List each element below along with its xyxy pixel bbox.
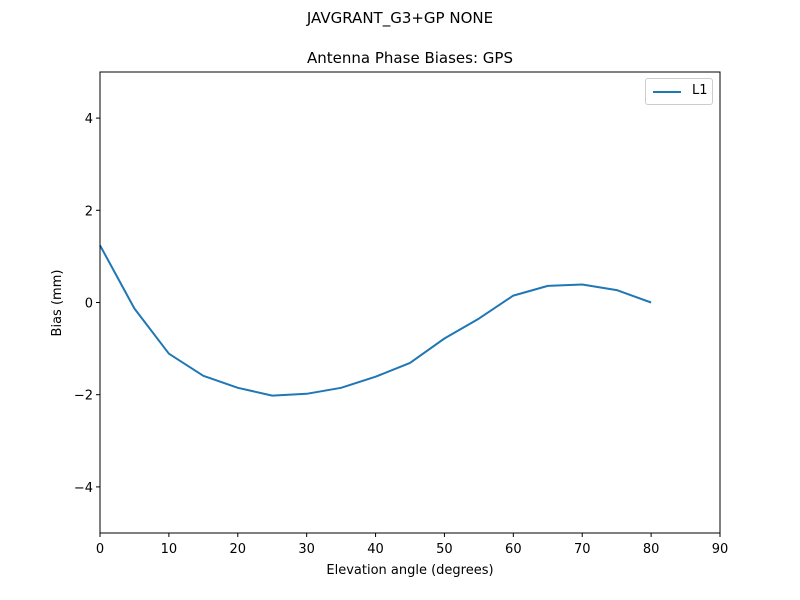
x-tick-label: 60 <box>505 542 522 557</box>
y-tick-label: −2 <box>74 389 93 404</box>
y-tick-label: 0 <box>85 297 93 312</box>
y-tick-label: −4 <box>74 481 93 496</box>
axes-frame <box>99 71 721 534</box>
series-line-L1 <box>99 244 652 397</box>
x-tick-label: 50 <box>436 542 453 557</box>
legend-label-L1: L1 <box>692 83 708 98</box>
axis-ticks: 0 10 20 30 40 50 60 70 80 90 −4 −2 0 2 4 <box>74 112 728 557</box>
legend: L1 <box>645 78 713 105</box>
x-tick-label: 20 <box>230 542 247 557</box>
x-tick-label: 80 <box>643 542 660 557</box>
y-axis-label: Bias (mm) <box>50 270 65 337</box>
chart-title: Antenna Phase Biases: GPS <box>307 49 513 67</box>
x-tick-label: 30 <box>298 542 315 557</box>
figure-suptitle: JAVGRANT_G3+GP NONE <box>306 9 494 27</box>
x-tick-label: 90 <box>712 542 729 557</box>
x-tick-label: 10 <box>161 542 178 557</box>
x-axis-label: Elevation angle (degrees) <box>326 563 493 578</box>
legend-line-swatch <box>653 91 681 93</box>
y-tick-label: 4 <box>85 112 93 127</box>
y-tick-label: 2 <box>85 204 93 219</box>
x-tick-label: 0 <box>96 542 104 557</box>
x-tick-label: 70 <box>574 542 591 557</box>
x-tick-label: 40 <box>367 542 384 557</box>
